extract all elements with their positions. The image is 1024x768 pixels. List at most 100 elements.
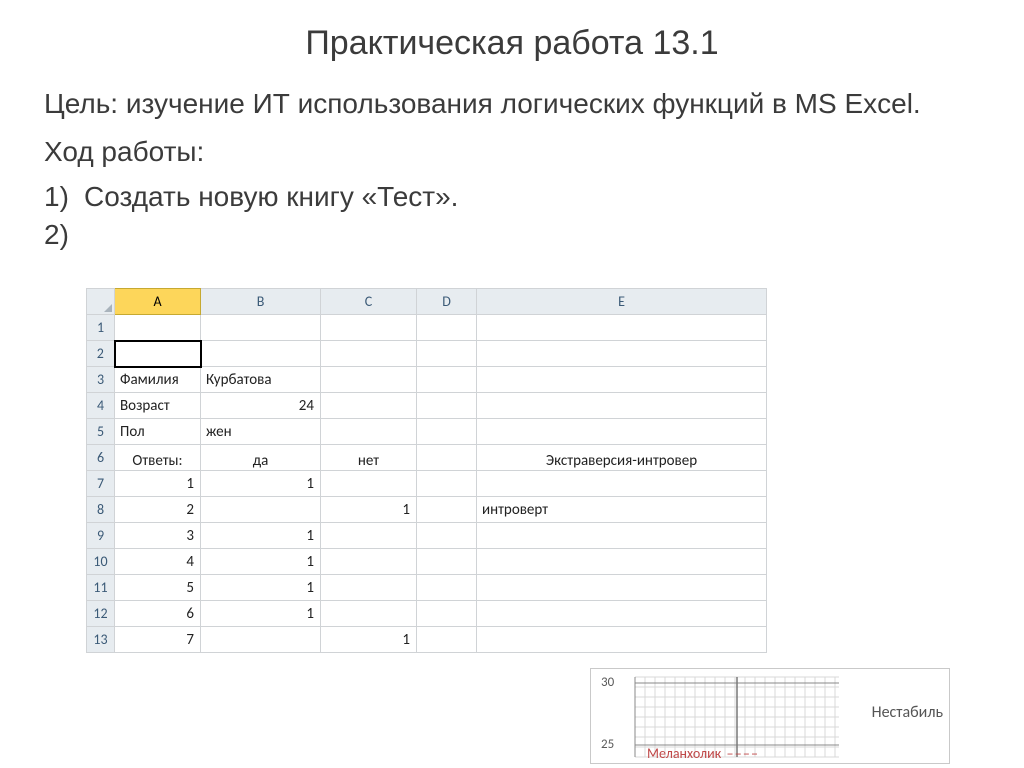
cell[interactable]: 24	[201, 393, 321, 419]
row-header[interactable]: 7	[87, 471, 115, 497]
cell[interactable]: 1	[321, 627, 417, 653]
step-number: 2)	[44, 219, 84, 251]
cell[interactable]	[201, 627, 321, 653]
row-header[interactable]: 12	[87, 601, 115, 627]
cell[interactable]: жен	[201, 419, 321, 445]
cell[interactable]	[477, 549, 767, 575]
cell[interactable]	[417, 601, 477, 627]
chart-ytick-25: 25	[601, 737, 614, 752]
cell[interactable]: 6	[115, 601, 201, 627]
cell[interactable]: 1	[201, 523, 321, 549]
row-header[interactable]: 5	[87, 419, 115, 445]
row-header[interactable]: 13	[87, 627, 115, 653]
row-header[interactable]: 2	[87, 341, 115, 367]
cell[interactable]: 5	[115, 575, 201, 601]
dash-icon: – – – –	[724, 745, 757, 762]
cell[interactable]	[477, 341, 767, 367]
cell[interactable]	[477, 523, 767, 549]
cell[interactable]	[201, 315, 321, 341]
cell[interactable]: Возраст	[115, 393, 201, 419]
cell[interactable]	[417, 523, 477, 549]
cell[interactable]	[417, 497, 477, 523]
cell[interactable]: да	[201, 445, 321, 471]
row-header[interactable]: 9	[87, 523, 115, 549]
cell[interactable]: Пол	[115, 419, 201, 445]
goal-text: Цель: изучение ИТ использования логическ…	[44, 85, 980, 123]
chart-ytick-30: 30	[601, 675, 614, 690]
cell[interactable]	[321, 471, 417, 497]
cell[interactable]: 1	[321, 497, 417, 523]
procedure-heading: Ход работы:	[44, 133, 980, 171]
cell[interactable]	[321, 549, 417, 575]
col-header-A[interactable]: A	[115, 289, 201, 315]
cell[interactable]: нет	[321, 445, 417, 471]
col-header-D[interactable]: D	[417, 289, 477, 315]
cell[interactable]	[321, 393, 417, 419]
spreadsheet-screenshot: ABCDE123ФамилияКурбатова4Возраст245Полже…	[86, 288, 992, 653]
cell[interactable]	[321, 523, 417, 549]
row-header[interactable]: 3	[87, 367, 115, 393]
step-item: 1)Создать новую книгу «Тест».	[44, 181, 980, 213]
cell[interactable]: 2	[115, 497, 201, 523]
cell[interactable]: Ответы:	[115, 445, 201, 471]
cell[interactable]	[321, 601, 417, 627]
row-header[interactable]: 1	[87, 315, 115, 341]
cell[interactable]	[417, 393, 477, 419]
cell[interactable]	[477, 419, 767, 445]
cell[interactable]: Фамилия	[115, 367, 201, 393]
cell[interactable]: Курбатова	[201, 367, 321, 393]
steps-list: 1)Создать новую книгу «Тест».2)	[44, 181, 980, 251]
row-header[interactable]: 10	[87, 549, 115, 575]
cell[interactable]	[201, 341, 321, 367]
select-all-corner[interactable]	[87, 289, 115, 315]
cell[interactable]	[201, 497, 321, 523]
page-title: Практическая работа 13.1	[44, 24, 980, 63]
cell[interactable]: 1	[201, 601, 321, 627]
cell[interactable]: 1	[201, 549, 321, 575]
col-header-C[interactable]: C	[321, 289, 417, 315]
cell[interactable]: Экстраверсия-интровер	[477, 445, 767, 471]
row-header[interactable]: 11	[87, 575, 115, 601]
cell[interactable]: интроверт	[477, 497, 767, 523]
cell[interactable]	[477, 601, 767, 627]
cell[interactable]	[417, 419, 477, 445]
cell[interactable]: 1	[201, 471, 321, 497]
cell[interactable]	[321, 315, 417, 341]
cell[interactable]	[417, 627, 477, 653]
cell[interactable]: 1	[201, 575, 321, 601]
cell[interactable]	[477, 627, 767, 653]
cell[interactable]	[477, 471, 767, 497]
cell[interactable]	[477, 575, 767, 601]
cell[interactable]	[417, 341, 477, 367]
cell[interactable]	[477, 315, 767, 341]
cell[interactable]: 4	[115, 549, 201, 575]
col-header-E[interactable]: E	[477, 289, 767, 315]
step-item: 2)	[44, 219, 980, 251]
cell[interactable]	[115, 315, 201, 341]
step-text: Создать новую книгу «Тест».	[84, 181, 980, 213]
cell[interactable]	[417, 445, 477, 471]
col-header-B[interactable]: B	[201, 289, 321, 315]
cell[interactable]	[115, 341, 201, 367]
cell[interactable]	[477, 393, 767, 419]
cell[interactable]	[321, 575, 417, 601]
cell[interactable]	[417, 367, 477, 393]
cell[interactable]	[417, 549, 477, 575]
row-header[interactable]: 8	[87, 497, 115, 523]
cell[interactable]	[417, 471, 477, 497]
cell[interactable]	[321, 419, 417, 445]
cell[interactable]	[477, 367, 767, 393]
step-number: 1)	[44, 181, 84, 213]
chart-legend-label: Нестабиль	[872, 703, 943, 722]
row-header[interactable]: 4	[87, 393, 115, 419]
cell[interactable]: 7	[115, 627, 201, 653]
chart-snippet: 30 25 Нестабиль Меланхолик – – – –	[590, 668, 950, 764]
cell[interactable]: 3	[115, 523, 201, 549]
cell[interactable]	[417, 315, 477, 341]
chart-series2-label: Меланхолик – – – –	[647, 745, 757, 762]
row-header[interactable]: 6	[87, 445, 115, 471]
cell[interactable]	[321, 341, 417, 367]
cell[interactable]	[417, 575, 477, 601]
cell[interactable]: 1	[115, 471, 201, 497]
cell[interactable]	[321, 367, 417, 393]
